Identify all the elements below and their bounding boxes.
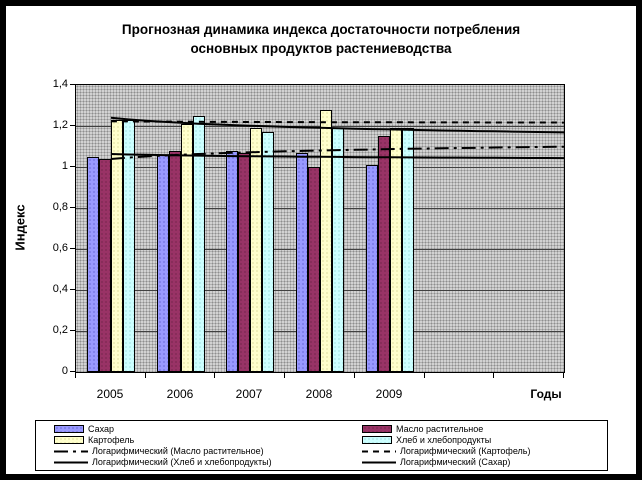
y-tick-label: 1,4	[52, 78, 68, 90]
x-tick-mark	[145, 373, 146, 378]
x-tick-label-2005: 2005	[96, 387, 124, 401]
x-axis-title: Годы	[530, 387, 562, 401]
legend-label: Логарифмический (Хлеб и хлебопродукты)	[92, 456, 272, 467]
legend-item-series-3: Хлеб и хлебопродукты	[362, 435, 607, 446]
bar-2005-series0	[87, 157, 99, 372]
legend-item-series-0: Сахар	[54, 424, 362, 435]
bar-2007-series1	[238, 153, 250, 372]
bar-2006-series0	[157, 155, 169, 372]
bar-2006-series1	[169, 151, 181, 372]
bar-2007-series3	[262, 132, 274, 372]
bar-2006-series2	[181, 124, 193, 372]
bar-2006-series3	[193, 116, 205, 372]
y-tick-label: 0,2	[52, 324, 68, 336]
bar-2008-series3	[332, 128, 344, 372]
y-tick-mark	[70, 207, 75, 208]
y-tick-mark	[70, 248, 75, 249]
chart-title-line1: Прогнозная динамика индекса достаточност…	[121, 22, 521, 37]
legend-label: Масло растительное	[396, 423, 484, 434]
x-tick-label-2009: 2009	[375, 387, 403, 401]
x-tick-mark	[424, 373, 425, 378]
legend-line-sample	[54, 450, 88, 452]
legend-label: Сахар	[88, 423, 115, 434]
bar-2009-series3	[402, 128, 414, 372]
x-tick-label-2007: 2007	[235, 387, 263, 401]
bar-2007-series2	[250, 128, 262, 372]
legend-item-series-2: Картофель	[54, 435, 362, 446]
y-tick-label: 0,6	[52, 242, 68, 254]
chart-title-line2: основных продуктов растениеводства	[190, 41, 452, 56]
chart-title: Прогнозная динамика индекса достаточност…	[6, 20, 636, 58]
y-tick-mark	[70, 289, 75, 290]
x-tick-mark	[214, 373, 215, 378]
bar-2008-series1	[308, 167, 320, 372]
bar-2005-series2	[111, 120, 123, 372]
legend-line-sample	[54, 461, 88, 463]
y-tick-mark	[70, 125, 75, 126]
legend-item-trend-1: Логарифмический (Картофель)	[362, 446, 607, 457]
legend-label: Логарифмический (Картофель)	[400, 445, 531, 456]
bar-2005-series3	[123, 120, 135, 372]
y-tick-mark	[70, 371, 75, 372]
bar-2007-series0	[226, 151, 238, 372]
bar-2009-series1	[378, 136, 390, 372]
legend-swatch	[362, 425, 392, 433]
x-tick-mark	[354, 373, 355, 378]
legend-item-trend-2: Логарифмический (Хлеб и хлебопродукты)	[54, 457, 362, 468]
bar-2008-series2	[320, 110, 332, 372]
y-tick-mark	[70, 166, 75, 167]
x-tick-label-2008: 2008	[305, 387, 333, 401]
legend-line-sample	[362, 450, 396, 452]
y-axis-title: Индекс	[12, 204, 28, 251]
legend-swatch	[362, 436, 392, 444]
x-tick-mark	[563, 373, 564, 378]
y-tick-label: 1,2	[52, 119, 68, 131]
y-tick-label: 0,8	[52, 201, 68, 213]
trendline-1	[110, 120, 564, 124]
legend-line-sample	[362, 461, 396, 463]
legend-item-trend-3: Логарифмический (Сахар)	[362, 457, 607, 468]
y-tick-label: 0,4	[52, 283, 68, 295]
legend-label: Картофель	[88, 434, 135, 445]
legend-swatch	[54, 425, 84, 433]
legend-label: Логарифмический (Масло растительное)	[92, 445, 264, 456]
y-tick-label: 0	[61, 365, 68, 377]
legend-item-trend-0: Логарифмический (Масло растительное)	[54, 446, 362, 457]
y-tick-label: 1	[61, 160, 68, 172]
bar-2005-series1	[99, 159, 111, 372]
legend: Сахар Масло растительное Картофель Хлеб и х…	[35, 420, 608, 471]
x-tick-mark	[493, 373, 494, 378]
y-tick-mark	[70, 84, 75, 85]
x-tick-mark	[284, 373, 285, 378]
legend-swatch	[54, 436, 84, 444]
bar-2008-series0	[296, 153, 308, 372]
plot-area	[75, 84, 565, 373]
legend-item-series-1: Масло растительное	[362, 424, 607, 435]
x-tick-label-2006: 2006	[166, 387, 194, 401]
legend-label: Логарифмический (Сахар)	[400, 456, 511, 467]
x-tick-mark	[75, 373, 76, 378]
bar-2009-series0	[366, 165, 378, 372]
bar-2009-series2	[390, 128, 402, 372]
y-tick-mark	[70, 330, 75, 331]
legend-label: Хлеб и хлебопродукты	[396, 434, 492, 445]
